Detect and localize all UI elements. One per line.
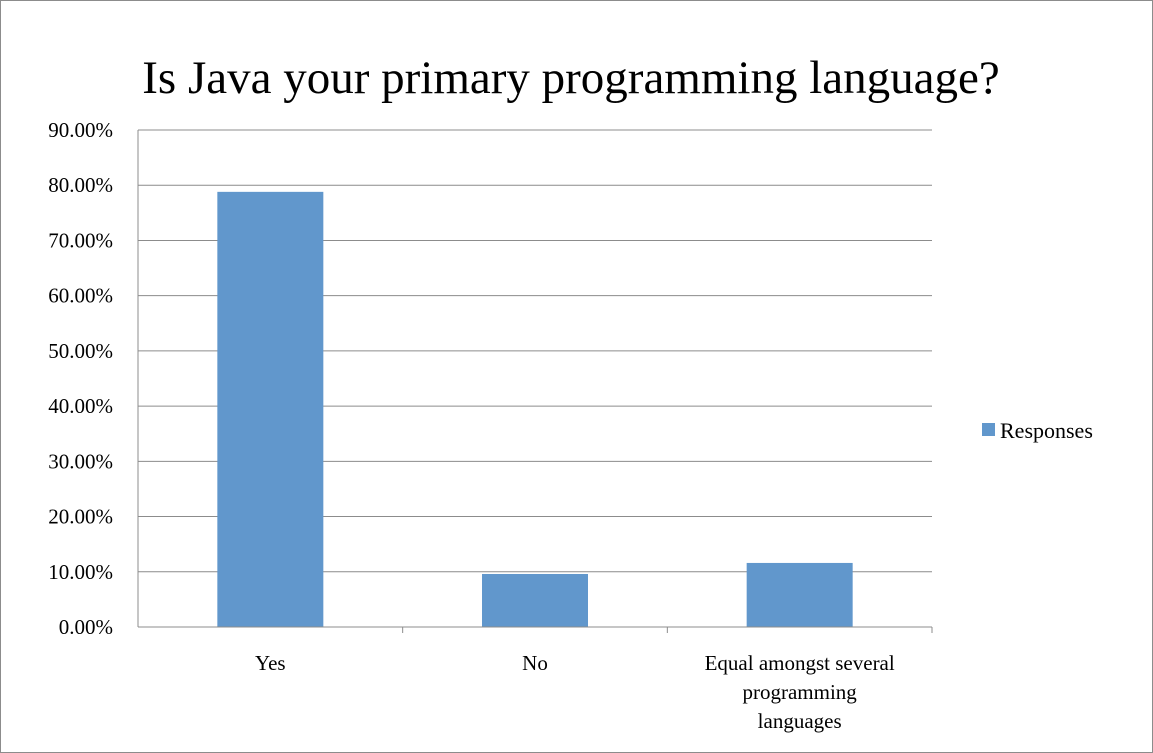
y-tick-label: 70.00% [48,228,113,252]
y-axis-tick-labels: 0.00% 10.00% 20.00% 30.00% 40.00% 50.00% 60.00… [48,118,113,639]
y-tick-label: 10.00% [48,560,113,584]
x-category-label: Equal amongst several programming language… [705,651,895,733]
legend-label: Responses [1000,418,1093,443]
axes [137,130,933,633]
bars [217,191,853,628]
x-category-label: No [522,651,548,675]
bar-0 [217,191,324,628]
y-tick-label: 50.00% [48,339,113,363]
x-axis-category-labels: Yes No Equal amongst several programming lan… [255,651,895,733]
y-tick-label: 20.00% [48,505,113,529]
bar-2 [746,562,853,627]
y-tick-label: 90.00% [48,118,113,142]
bar-1 [482,573,588,627]
y-tick-label: 40.00% [48,394,113,418]
y-tick-label: 80.00% [48,173,113,197]
y-tick-label: 0.00% [59,615,113,639]
legend-swatch [982,423,995,436]
chart-title: Is Java your primary programming languag… [142,52,999,104]
y-tick-label: 30.00% [48,449,113,473]
x-category-label: Yes [255,651,286,675]
y-tick-label: 60.00% [48,284,113,308]
legend: Responses [982,418,1093,443]
